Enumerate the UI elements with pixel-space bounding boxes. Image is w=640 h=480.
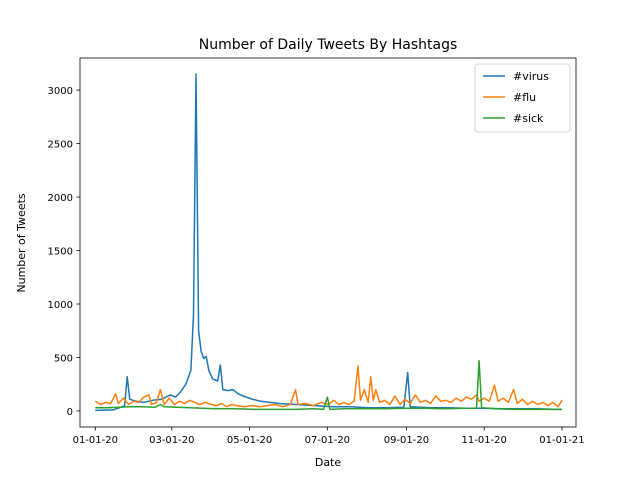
x-tick-label: 05-01-20 <box>227 435 272 446</box>
axes: 01-01-20 03-01-20 05-01-20 07-01-20 09-01-20… <box>48 57 585 446</box>
legend-label-virus: #virus <box>513 70 549 83</box>
plot-area <box>94 73 563 412</box>
x-tick-label: 01-01-20 <box>73 435 118 446</box>
x-axis-label: Date <box>315 456 342 469</box>
x-tick-label: 11-01-20 <box>462 435 507 446</box>
y-axis-label: Number of Tweets <box>15 193 28 293</box>
legend-label-flu: #flu <box>513 91 536 104</box>
y-tick-label: 2000 <box>48 193 73 204</box>
x-tick-label: 07-01-20 <box>305 435 350 446</box>
chart-title: Number of Daily Tweets By Hashtags <box>199 37 458 53</box>
y-tick-label: 1000 <box>48 300 73 311</box>
y-tick-label: 3000 <box>48 86 73 97</box>
series-line-sick <box>95 359 562 411</box>
y-tick-label: 2500 <box>48 140 73 151</box>
y-tick-label: 1500 <box>48 247 73 258</box>
series-line-flu <box>94 365 563 408</box>
legend-label-sick: #sick <box>513 112 544 125</box>
y-tick-label: 0 <box>67 407 73 418</box>
x-tick-label: 03-01-20 <box>149 435 194 446</box>
legend-box <box>474 63 571 133</box>
legend: #virus #flu #sick <box>474 63 571 133</box>
axes-frame <box>79 57 577 428</box>
x-tick-label: 01-01-21 <box>539 435 584 446</box>
x-tick-label: 09-01-20 <box>384 435 429 446</box>
y-tick-label: 500 <box>54 353 73 364</box>
